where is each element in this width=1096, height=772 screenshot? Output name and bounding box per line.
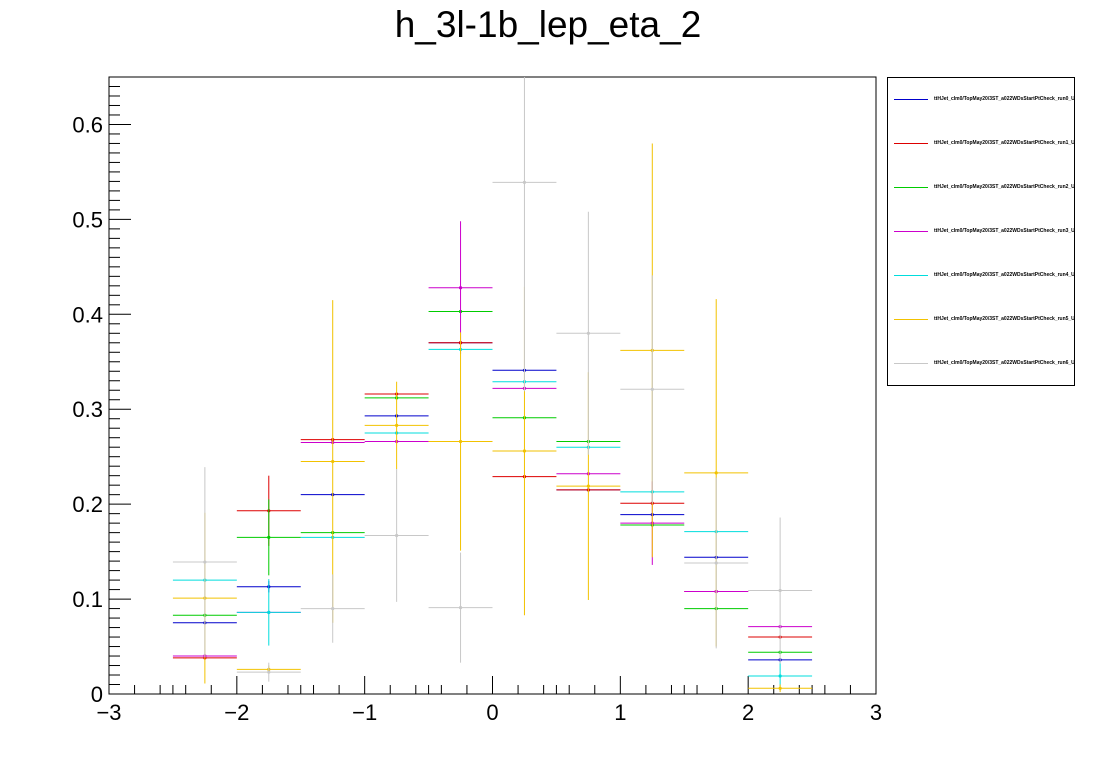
data-point: [522, 180, 527, 184]
data-point: [778, 686, 782, 690]
legend-swatch: [894, 143, 928, 144]
data-point: [331, 606, 335, 611]
series-6: [172, 77, 813, 682]
y-tick-label: 0.3: [72, 397, 103, 422]
data-point: [203, 560, 207, 564]
legend-entry: ttHJet_cIm0/TopMay20/3ST_a022WDsStartPtC…: [894, 183, 1074, 193]
x-tick-label: 1: [614, 700, 626, 725]
data-point: [586, 331, 590, 335]
y-tick-label: 0.5: [72, 207, 103, 232]
legend-label: ttHJet_cIm0/TopMay20/3ST_a022WDsStartPtC…: [934, 228, 1074, 234]
legend: ttHJet_cIm0/TopMay20/3ST_a022WDsStartPtC…: [887, 77, 1075, 386]
plot-frame: [108, 76, 877, 695]
plot-border: [108, 76, 877, 695]
legend-label: ttHJet_cIm0/TopMay20/3ST_a022WDsStartPtC…: [934, 140, 1074, 146]
data-point: [586, 484, 590, 488]
data-point: [778, 588, 782, 593]
legend-label: ttHJet_cIm0/TopMay20/3ST_a022WDsStartPtC…: [934, 184, 1074, 190]
legend-label: ttHJet_cIm0/TopMay20/3ST_a022WDsStartPtC…: [934, 360, 1074, 366]
legend-label: ttHJet_cIm0/TopMay20/3ST_a022WDsStartPtC…: [934, 272, 1074, 278]
x-axis: −3 −2 −1 0 1 2 3: [96, 676, 882, 725]
legend-swatch: [894, 363, 928, 364]
data-point: [458, 606, 463, 610]
data-point: [714, 471, 718, 475]
data-marks: [172, 77, 813, 693]
data-point: [267, 670, 271, 674]
y-tick-label: 0.4: [72, 302, 103, 327]
y-tick-label: 0.6: [72, 112, 103, 137]
y-axis: 0 0.1 0.2 0.3 0.4 0.5 0.6: [72, 76, 131, 707]
y-tick-label: 0.1: [72, 587, 103, 612]
data-point: [458, 286, 463, 290]
legend-entry: ttHJet_cIm0/TopMay20/3ST_a022WDsStartPtC…: [894, 139, 1074, 149]
x-tick-label: −1: [352, 700, 377, 725]
x-tick-label: −2: [224, 700, 249, 725]
legend-entry: ttHJet_cIm0/TopMay20/3ST_a022WDsStartPtC…: [894, 315, 1074, 325]
data-point: [331, 459, 335, 464]
data-point: [395, 533, 399, 538]
legend-swatch: [894, 275, 928, 276]
data-point: [522, 449, 527, 453]
y-tick-label: 0.2: [72, 492, 103, 517]
data-point: [778, 674, 782, 678]
legend-entry: ttHJet_cIm0/TopMay20/3ST_a022WDsStartPtC…: [894, 95, 1074, 105]
data-point: [714, 561, 718, 565]
legend-label: ttHJet_cIm0/TopMay20/3ST_a022WDsStartPtC…: [934, 96, 1074, 102]
data-point: [650, 387, 654, 391]
legend-entry: ttHJet_cIm0/TopMay20/3ST_a022WDsStartPtC…: [894, 359, 1074, 369]
data-point: [267, 535, 271, 539]
legend-swatch: [894, 319, 928, 320]
legend-swatch: [894, 231, 928, 232]
x-tick-label: 0: [486, 700, 498, 725]
y-tick-label: 0: [91, 682, 103, 707]
x-tick-label: 3: [870, 700, 882, 725]
legend-entry: ttHJet_cIm0/TopMay20/3ST_a022WDsStartPtC…: [894, 227, 1074, 237]
legend-swatch: [894, 99, 928, 100]
legend-entry: ttHJet_cIm0/TopMay20/3ST_a022WDsStartPtC…: [894, 271, 1074, 281]
chart-title: h_3l-1b_lep_eta_2: [394, 4, 702, 45]
data-point: [458, 439, 463, 444]
legend-label: ttHJet_cIm0/TopMay20/3ST_a022WDsStartPtC…: [934, 316, 1074, 322]
data-point: [267, 610, 271, 614]
x-tick-label: 2: [742, 700, 754, 725]
data-point: [395, 423, 399, 427]
x-tick-label: −3: [96, 700, 121, 725]
legend-swatch: [894, 187, 928, 188]
